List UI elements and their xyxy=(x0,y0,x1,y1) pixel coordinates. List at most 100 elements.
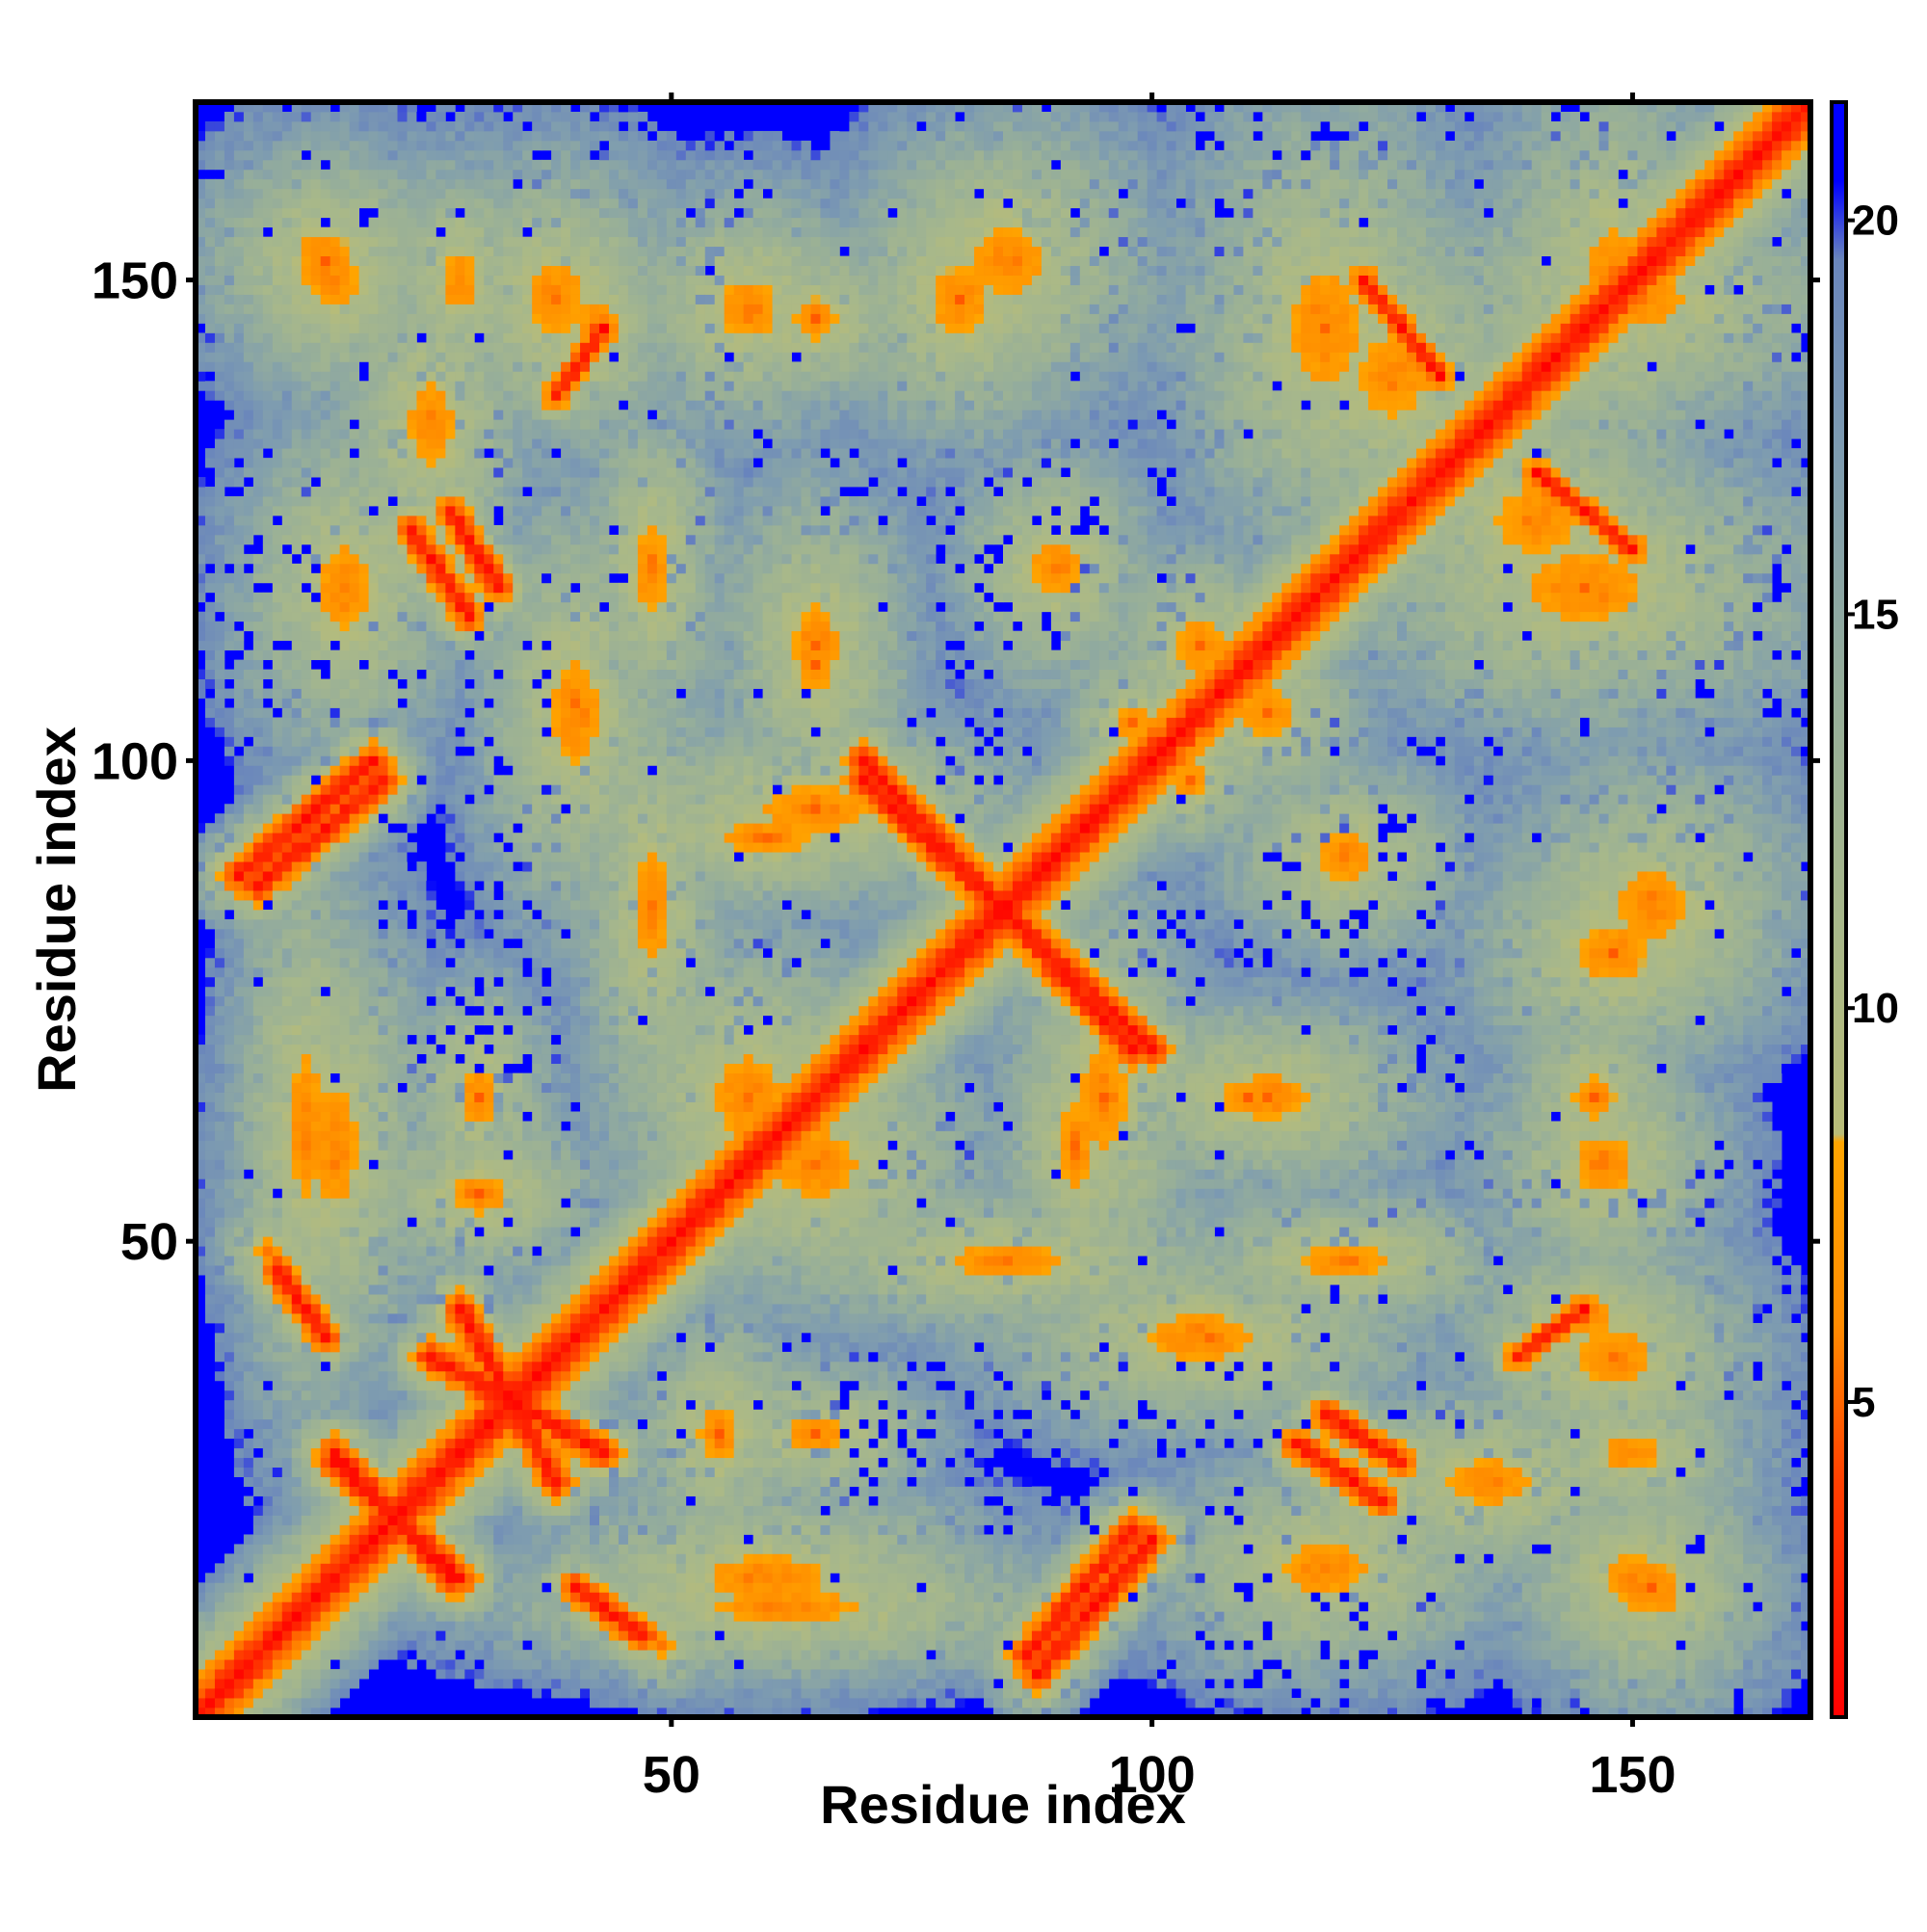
heatmap-cell xyxy=(273,987,282,996)
heatmap-cell xyxy=(398,1362,408,1371)
heatmap-cell xyxy=(273,381,282,390)
heatmap-cell xyxy=(426,467,436,477)
heatmap-cell xyxy=(379,775,388,784)
heatmap-cell xyxy=(416,1121,426,1130)
heatmap-cell xyxy=(379,1333,388,1342)
heatmap-cell xyxy=(407,660,416,670)
heatmap-cell xyxy=(416,218,426,227)
heatmap-cell xyxy=(224,1294,234,1304)
heatmap-cell xyxy=(234,295,244,304)
heatmap-cell xyxy=(350,1410,359,1419)
heatmap-cell xyxy=(273,650,282,660)
heatmap-cell xyxy=(407,208,416,218)
heatmap-cell xyxy=(273,429,282,438)
heatmap-cell xyxy=(398,1035,408,1045)
heatmap-cell xyxy=(253,794,263,804)
heatmap-cell xyxy=(292,237,302,247)
heatmap-cell xyxy=(369,1083,379,1093)
heatmap-cell xyxy=(455,1371,464,1381)
heatmap-cell xyxy=(321,861,330,871)
heatmap-cell xyxy=(379,121,388,131)
heatmap-cell xyxy=(445,1516,455,1525)
heatmap-cell xyxy=(455,1313,464,1323)
heatmap-cell xyxy=(455,448,464,458)
heatmap-cell xyxy=(321,593,330,602)
heatmap-cell xyxy=(205,227,215,237)
heatmap-cell xyxy=(445,438,455,448)
heatmap-cell xyxy=(253,804,263,813)
heatmap-cell xyxy=(311,1468,321,1477)
heatmap-cell xyxy=(263,1477,273,1487)
heatmap-cell xyxy=(330,352,340,361)
heatmap-cell xyxy=(234,842,244,852)
heatmap-cell xyxy=(464,784,474,794)
heatmap-cell xyxy=(407,727,416,736)
heatmap-cell xyxy=(321,1352,330,1362)
heatmap-cell xyxy=(388,1582,398,1592)
heatmap-cell xyxy=(369,1390,379,1400)
heatmap-cell xyxy=(263,1563,273,1573)
heatmap-cell xyxy=(426,342,436,352)
heatmap-cell xyxy=(263,208,273,218)
heatmap-cell xyxy=(234,150,244,160)
heatmap-cell xyxy=(426,1659,436,1669)
heatmap-cell xyxy=(302,823,311,833)
heatmap-cell xyxy=(244,1198,253,1207)
heatmap-cell xyxy=(321,1016,330,1025)
heatmap-cell xyxy=(330,1093,340,1102)
heatmap-cell xyxy=(350,506,359,516)
heatmap-cell xyxy=(311,1650,321,1659)
heatmap-cell xyxy=(302,1659,311,1669)
heatmap-cell xyxy=(388,323,398,332)
heatmap-cell xyxy=(234,948,244,958)
heatmap-cell xyxy=(359,247,369,256)
heatmap-cell xyxy=(474,919,484,929)
heatmap-cell xyxy=(273,1506,282,1516)
heatmap-cell xyxy=(379,342,388,352)
heatmap-cell xyxy=(369,189,379,198)
heatmap-cell xyxy=(436,1178,445,1188)
heatmap-cell xyxy=(302,1390,311,1400)
heatmap-cell xyxy=(398,266,408,276)
heatmap-cell xyxy=(416,390,426,400)
heatmap-cell xyxy=(426,573,436,583)
heatmap-cell xyxy=(455,160,464,170)
heatmap-cell xyxy=(398,1073,408,1083)
heatmap-cell xyxy=(273,218,282,227)
heatmap-cell xyxy=(292,1448,302,1458)
heatmap-cell xyxy=(416,1410,426,1419)
heatmap-cell xyxy=(359,544,369,554)
heatmap-cell xyxy=(464,1121,474,1130)
heatmap-cell xyxy=(263,112,273,121)
heatmap-cell xyxy=(282,727,292,736)
heatmap-cell xyxy=(263,929,273,939)
heatmap-cell xyxy=(464,256,474,266)
heatmap-cell xyxy=(292,1102,302,1112)
heatmap-cell xyxy=(426,227,436,237)
heatmap-cell xyxy=(455,218,464,227)
heatmap-cell xyxy=(311,1140,321,1150)
heatmap-cell xyxy=(474,813,484,823)
heatmap-cell xyxy=(253,987,263,996)
heatmap-cell xyxy=(311,958,321,967)
heatmap-cell xyxy=(398,1178,408,1188)
heatmap-cell xyxy=(273,352,282,361)
heatmap-cell xyxy=(474,112,484,121)
heatmap-cell xyxy=(455,525,464,535)
heatmap-cell xyxy=(388,717,398,727)
heatmap-cell xyxy=(379,1630,388,1640)
heatmap-cell xyxy=(484,1140,493,1150)
heatmap-cell xyxy=(263,1342,273,1352)
heatmap-cell xyxy=(455,1064,464,1073)
heatmap-cell xyxy=(292,1016,302,1025)
heatmap-cell xyxy=(244,1150,253,1159)
heatmap-cell xyxy=(321,919,330,929)
heatmap-cell xyxy=(234,535,244,544)
heatmap-cell xyxy=(234,679,244,689)
heatmap-cell xyxy=(407,1102,416,1112)
heatmap-cell xyxy=(350,1630,359,1640)
heatmap-cell xyxy=(416,458,426,467)
heatmap-cell xyxy=(493,1313,503,1323)
heatmap-cell xyxy=(330,1524,340,1534)
heatmap-cell xyxy=(484,121,493,131)
